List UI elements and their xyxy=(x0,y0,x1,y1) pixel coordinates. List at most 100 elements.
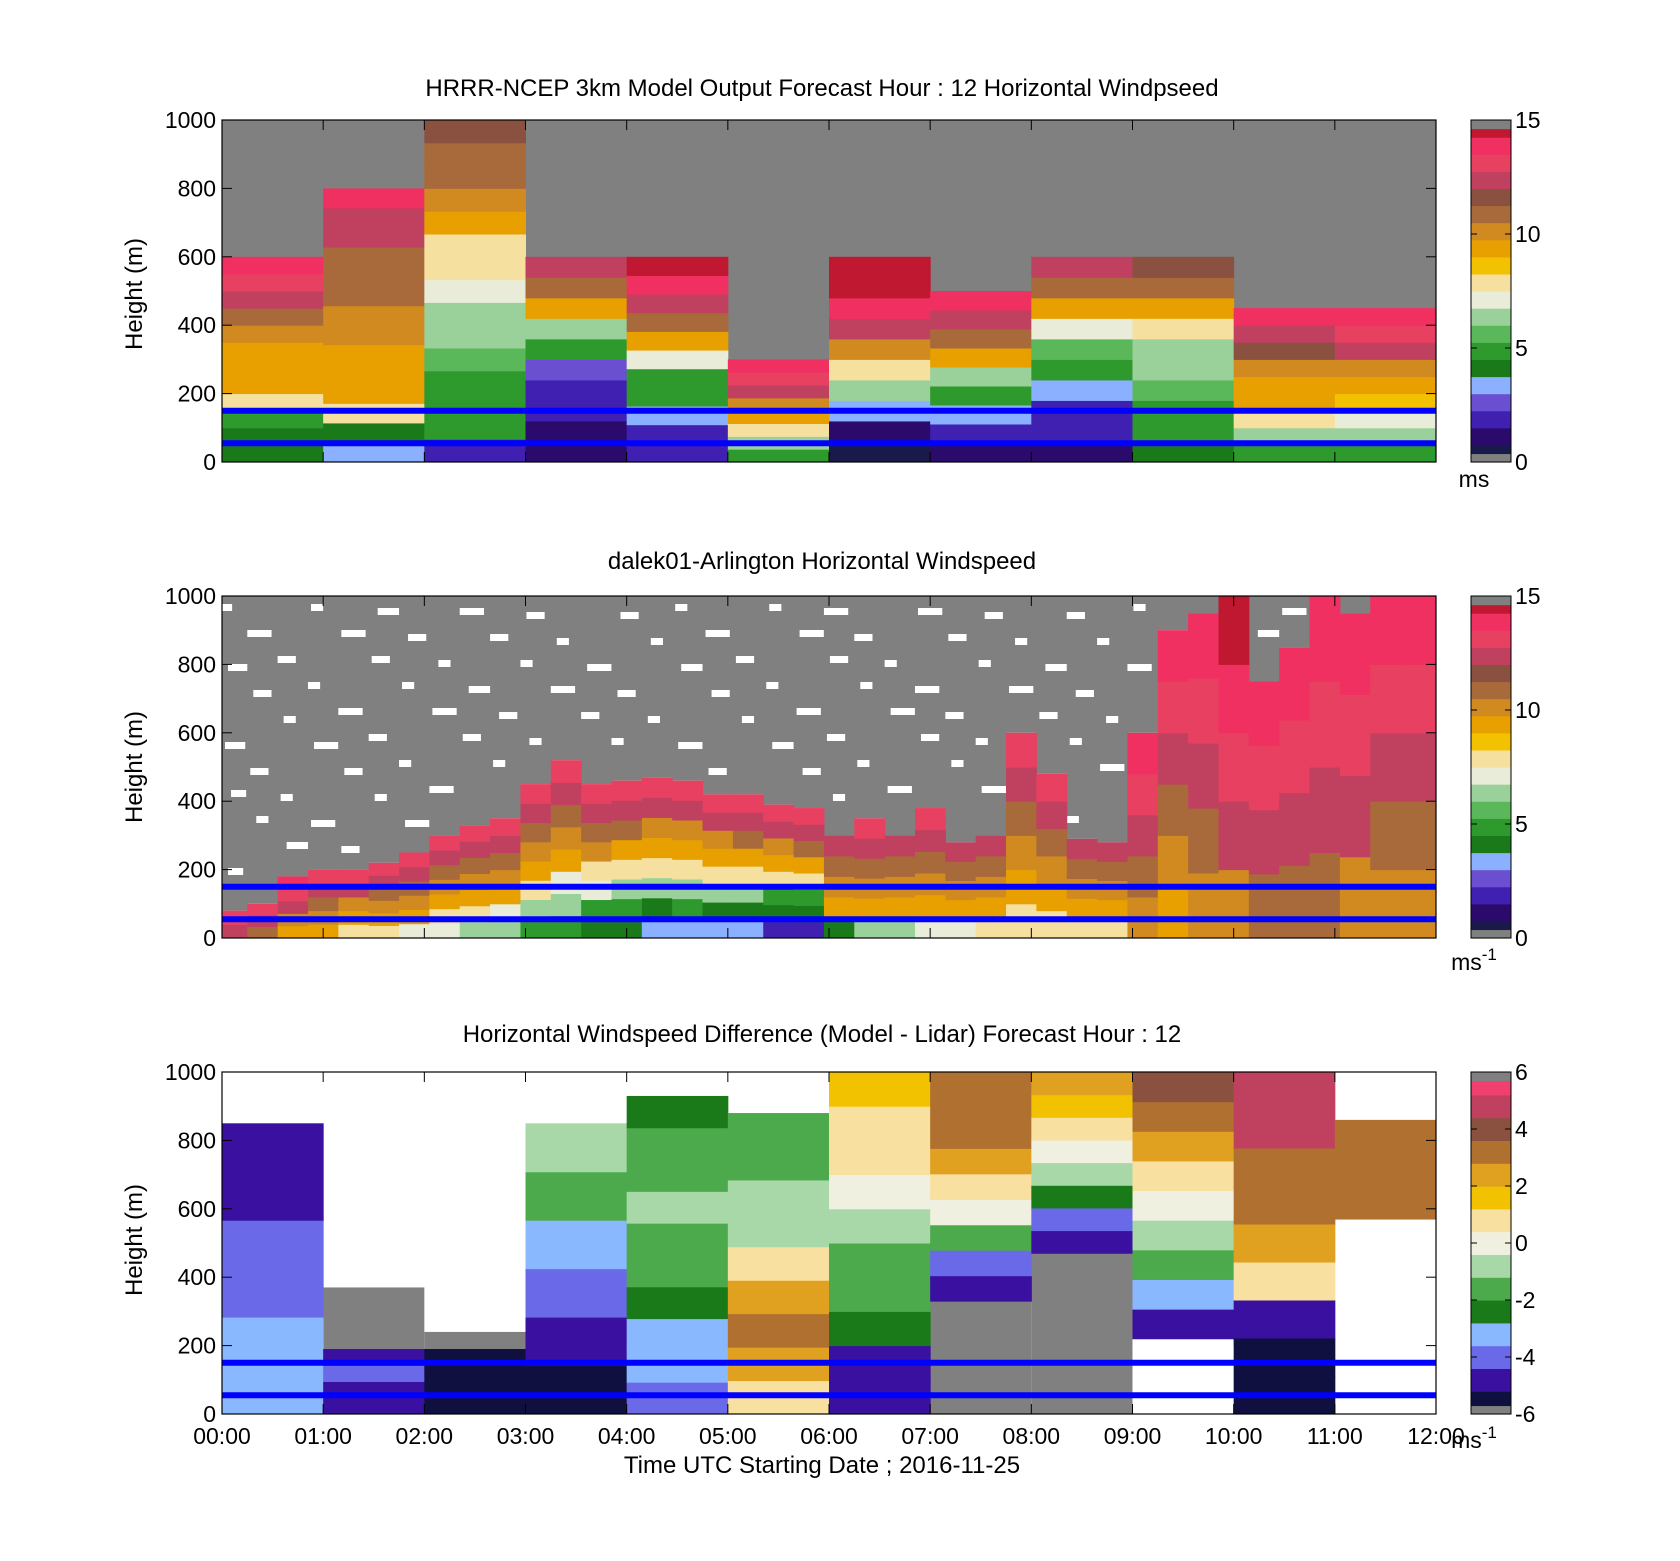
heatmap-cell xyxy=(1157,886,1189,939)
colorbar-swatch xyxy=(1471,1103,1511,1107)
colorbar-swatch xyxy=(1471,1308,1511,1312)
heatmap-cell xyxy=(829,256,931,278)
x-tick-label: 05:00 xyxy=(699,1423,757,1449)
heatmap-cell xyxy=(829,1106,931,1141)
heatmap-cell xyxy=(222,410,324,429)
heatmap-cell xyxy=(1132,297,1235,319)
colorbar-swatch xyxy=(1471,1168,1511,1173)
colorbar-swatch xyxy=(1471,1391,1511,1395)
colorbar-swatch xyxy=(1471,1140,1511,1144)
colorbar-swatch xyxy=(1471,1288,1511,1293)
heatmap-cell xyxy=(490,869,521,888)
heatmap-cell xyxy=(823,855,855,877)
y-axis-label: Height (m) xyxy=(121,238,148,350)
missing-data-streak xyxy=(1069,738,1082,745)
heatmap-cell xyxy=(763,804,795,822)
colorbar-swatch xyxy=(1471,1317,1511,1321)
colorbar-swatch xyxy=(1471,732,1511,737)
missing-data-streak xyxy=(1066,612,1085,619)
heatmap-cell xyxy=(525,1171,628,1221)
heatmap-cell xyxy=(490,852,521,871)
colorbar-swatch xyxy=(1471,410,1511,415)
colorbar-swatch xyxy=(1471,271,1511,275)
colorbar-swatch xyxy=(1471,675,1511,680)
no-data-cell xyxy=(672,596,704,781)
colorbar-swatch xyxy=(1471,296,1511,301)
heatmap-cell xyxy=(1233,1148,1336,1187)
heatmap-cell xyxy=(727,1146,830,1181)
x-tick-label: 06:00 xyxy=(800,1423,858,1449)
colorbar-swatch xyxy=(1471,1385,1511,1389)
heatmap-cell xyxy=(793,824,825,842)
heatmap-cell xyxy=(399,866,430,882)
colorbar-swatch xyxy=(1471,202,1511,207)
heatmap-cell xyxy=(581,880,612,901)
colorbar-swatch xyxy=(1471,316,1511,321)
heatmap-cell xyxy=(672,780,704,801)
colorbar-swatch xyxy=(1471,653,1511,657)
missing-data-streak xyxy=(1097,638,1110,645)
colorbar-swatch xyxy=(1471,219,1511,224)
heatmap-cell xyxy=(222,1123,324,1221)
missing-data-streak xyxy=(799,630,824,637)
heatmap-cell xyxy=(914,894,946,917)
colorbar-tick-label: 0 xyxy=(1515,925,1528,951)
colorbar-swatch xyxy=(1471,342,1511,346)
heatmap-cell xyxy=(1132,1279,1235,1310)
colorbar-swatch xyxy=(1471,1166,1511,1170)
heatmap-cell xyxy=(626,350,729,370)
heatmap-cell xyxy=(1233,444,1336,463)
colorbar-swatch xyxy=(1471,789,1511,794)
colorbar-swatch xyxy=(1471,145,1511,150)
heatmap-cell xyxy=(702,902,734,921)
heatmap-cell xyxy=(930,367,1032,387)
heatmap-cell xyxy=(626,443,729,463)
heatmap-cell xyxy=(525,441,628,463)
heatmap-cell xyxy=(945,861,977,882)
colorbar-swatch xyxy=(1471,812,1511,817)
heatmap-cell xyxy=(884,917,916,939)
colorbar-swatch xyxy=(1471,1282,1511,1287)
colorbar-swatch xyxy=(1471,339,1511,343)
missing-data-streak xyxy=(313,742,339,749)
colorbar-swatch xyxy=(1471,242,1511,246)
heatmap-cell xyxy=(459,857,491,875)
colorbar-swatch xyxy=(1471,177,1511,181)
heatmap-cell xyxy=(424,302,526,326)
colorbar-swatch xyxy=(1471,248,1511,252)
heatmap-cell xyxy=(424,348,526,372)
heatmap-cell xyxy=(763,821,795,839)
colorbar-swatch xyxy=(1471,1354,1511,1358)
no-data-cell xyxy=(945,596,977,843)
colorbar-swatch xyxy=(1471,607,1511,611)
no-data-cell xyxy=(1036,596,1068,774)
colorbar-swatch xyxy=(1471,729,1511,734)
heatmap-cell xyxy=(323,1365,425,1383)
colorbar-swatch xyxy=(1471,809,1511,814)
colorbar-swatch xyxy=(1471,909,1511,913)
heatmap-cell xyxy=(222,924,248,939)
heatmap-cell xyxy=(550,782,582,806)
colorbar-swatch xyxy=(1471,1220,1511,1224)
missing-data-streak xyxy=(550,686,576,693)
heatmap-cell xyxy=(829,1277,931,1312)
heatmap-cell xyxy=(930,348,1032,368)
heatmap-cell xyxy=(520,899,552,920)
colorbar-swatch xyxy=(1471,370,1511,375)
colorbar-swatch xyxy=(1471,1322,1511,1327)
colorbar-swatch xyxy=(1471,598,1511,603)
missing-data-streak xyxy=(402,682,415,689)
no-data-cell xyxy=(1031,1253,1133,1414)
colorbar-swatch xyxy=(1471,627,1511,631)
heatmap-cell xyxy=(429,850,461,866)
heatmap-cell xyxy=(323,227,425,248)
no-data-cell xyxy=(277,596,309,877)
heatmap-cell xyxy=(930,1275,1032,1302)
colorbar-swatch xyxy=(1471,353,1511,358)
colorbar-swatch xyxy=(1471,348,1511,352)
missing-data-streak xyxy=(860,682,873,689)
colorbar-swatch xyxy=(1471,1291,1511,1295)
heatmap-cell xyxy=(793,921,825,939)
heatmap-cell xyxy=(727,385,830,399)
colorbar-swatch xyxy=(1471,863,1511,868)
